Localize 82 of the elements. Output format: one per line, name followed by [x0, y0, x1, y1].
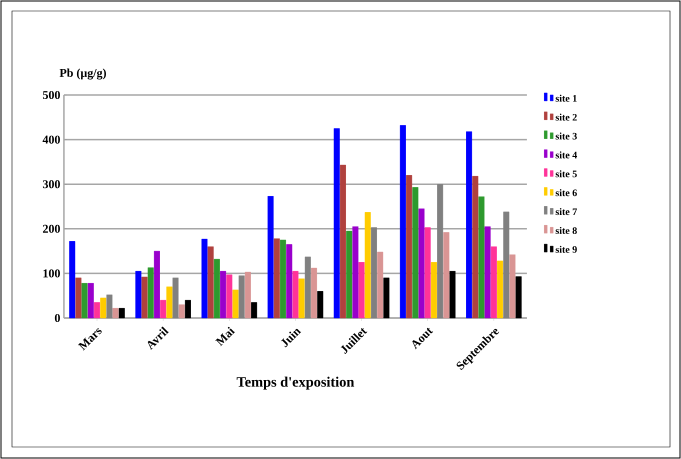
- bar: [94, 302, 100, 318]
- legend-label: site 1: [556, 94, 577, 102]
- legend-label: site 5: [556, 170, 577, 178]
- bar: [268, 196, 274, 318]
- legend-label: site 4: [556, 151, 578, 158]
- bar: [201, 238, 208, 318]
- bar: [100, 298, 106, 318]
- legend-label: site 6: [556, 189, 577, 196]
- legend-label: site 8: [556, 226, 577, 234]
- bar: [437, 184, 444, 318]
- bar: [172, 278, 179, 318]
- bar: [377, 252, 384, 318]
- bar: [412, 187, 418, 318]
- bar: [112, 308, 119, 318]
- bar: [497, 260, 504, 318]
- bar: [184, 300, 191, 318]
- bar: [208, 246, 214, 318]
- x-axis-title: Temps d'exposition: [236, 376, 354, 390]
- y-tick-label: 100: [43, 269, 60, 278]
- bar: [118, 308, 125, 318]
- bar: [334, 128, 340, 318]
- bar: [516, 276, 522, 318]
- y-tick-label: 400: [42, 136, 60, 144]
- bar: [364, 212, 371, 318]
- bar: [478, 196, 484, 318]
- legend-label: site 2: [556, 114, 577, 121]
- legend-label: site 7: [556, 208, 577, 216]
- bar: [358, 262, 365, 318]
- bar: [244, 272, 251, 318]
- bar: [166, 286, 172, 318]
- bar: [340, 164, 346, 318]
- x-tick-label: Juin: [281, 328, 302, 348]
- bar: [406, 175, 412, 318]
- bar: [148, 267, 154, 318]
- bar: [418, 208, 425, 318]
- x-tick-label: Mai: [215, 326, 236, 346]
- bar: [106, 294, 112, 318]
- bar: [503, 212, 510, 318]
- bar: [450, 270, 456, 318]
- bar: [383, 278, 390, 318]
- bar: [142, 276, 148, 318]
- bar: [311, 268, 318, 318]
- y-tick-label: 300: [42, 180, 60, 188]
- bar: [154, 250, 160, 318]
- bar: [274, 238, 280, 318]
- bar: [238, 275, 245, 318]
- bar: [82, 283, 88, 318]
- bar: [443, 232, 450, 318]
- bar: [317, 291, 324, 318]
- bar: [75, 278, 82, 318]
- bar: [430, 262, 437, 318]
- legend-label: site 3: [556, 132, 577, 140]
- bar: [490, 246, 497, 318]
- y-axis-title: Pb (µg/g): [60, 68, 106, 80]
- y-tick-label: 500: [42, 90, 60, 100]
- bar: [466, 131, 472, 318]
- bar: [232, 290, 238, 318]
- bar: [220, 270, 226, 318]
- bar: [280, 240, 286, 318]
- bar: [292, 270, 298, 318]
- bar: [298, 278, 305, 318]
- bar: [509, 254, 516, 318]
- bar: [178, 304, 185, 318]
- bar: [352, 226, 358, 318]
- bar: [251, 302, 258, 318]
- bar: [69, 241, 76, 318]
- y-tick-label: 0: [54, 314, 60, 322]
- bar: [370, 227, 377, 318]
- bar: [286, 244, 292, 318]
- bar: [135, 270, 142, 318]
- bar: [346, 230, 352, 318]
- bar: [214, 258, 220, 318]
- bar: [424, 227, 431, 318]
- bar: [400, 125, 406, 318]
- bar: [88, 283, 94, 318]
- bar: [226, 274, 232, 318]
- bar: [484, 226, 491, 318]
- y-tick-label: 200: [42, 224, 60, 233]
- bar: [304, 256, 311, 318]
- legend-label: site 9: [556, 246, 577, 253]
- bar: [160, 300, 166, 318]
- bar: [472, 176, 478, 318]
